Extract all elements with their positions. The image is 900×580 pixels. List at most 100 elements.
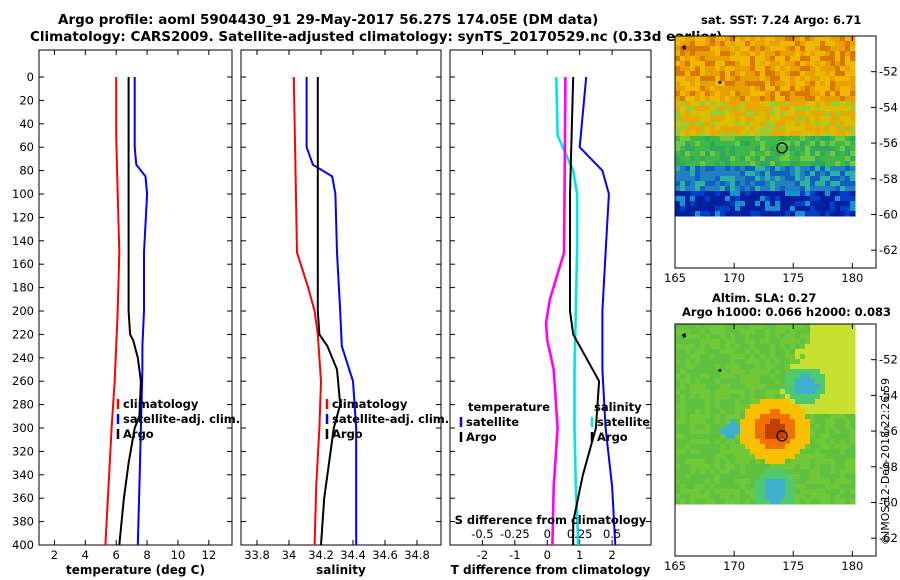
depth-tick-label: 180	[12, 281, 34, 295]
temperature-xtick-label: 12	[202, 548, 217, 562]
salinity-series-climatology	[292, 76, 322, 546]
sla-map	[675, 324, 856, 505]
depth-tick-label: 360	[12, 491, 34, 505]
legend-label: Argo	[597, 430, 628, 444]
legend-label: satellite-adj. clim.	[332, 412, 449, 426]
map-lon-label: 165	[664, 559, 686, 573]
title-line-2: Climatology: CARS2009. Satellite-adjuste…	[30, 29, 723, 45]
island-marker	[718, 368, 722, 372]
map-lat-label: -60	[879, 495, 898, 509]
land-patch	[682, 44, 687, 50]
depth-tick-label: 80	[19, 164, 34, 178]
differences-series-temperature-argo	[569, 76, 601, 545]
legend-label: salinity	[594, 400, 642, 414]
temperature-xtick-label: 10	[171, 548, 186, 562]
legend-label: satellite-adj. clim.	[123, 412, 240, 426]
differences-xtick-label: -2	[477, 548, 488, 562]
temperature-series-argo	[118, 77, 142, 546]
depth-tick-label: 260	[12, 374, 34, 388]
differences-panel-frame	[449, 49, 652, 546]
differences-xtick-label: 2	[608, 548, 615, 562]
salinity-xtick-label: 33.8	[244, 548, 270, 562]
map-lat-label: -56	[879, 136, 898, 150]
map-lat-label: -54	[879, 388, 898, 402]
s-diff-tick-label: 0.25	[567, 527, 593, 541]
s-diff-tick-label: 0.5	[603, 527, 621, 541]
depth-tick-label: 20	[19, 93, 34, 107]
sla-map-frame	[674, 323, 877, 557]
salinity-series-satellite-adj-clim-	[305, 77, 358, 545]
argo-position-marker	[776, 430, 788, 442]
salinity-xtick-label: 34	[282, 548, 297, 562]
imos-credit: ©IMOS 12-Dec-2018 22:26:59	[879, 378, 892, 545]
depth-tick-label: 280	[12, 398, 34, 412]
depth-tick-label: 140	[12, 234, 34, 248]
salinity-series-argo	[316, 77, 342, 546]
s-diff-axis-label: S difference from climatology	[455, 513, 647, 527]
depth-tick-label: 0	[27, 70, 34, 84]
map-lat-label: -58	[879, 172, 898, 186]
legend-label: Argo	[123, 427, 154, 441]
map-lon-label: 175	[782, 559, 804, 573]
map-lon-label: 180	[841, 559, 863, 573]
s-diff-tick-label: -0.5	[471, 527, 493, 541]
s-diff-tick-label: 0	[544, 527, 551, 541]
temperature-panel-frame	[38, 49, 233, 546]
map-lon-label: 180	[841, 271, 863, 285]
map-lat-label: -58	[879, 460, 898, 474]
depth-tick-label: 320	[12, 444, 34, 458]
temperature-xlabel: temperature (deg C)	[66, 563, 205, 577]
map-lat-label: -60	[879, 207, 898, 221]
map-lon-label: 175	[782, 271, 804, 285]
sst-map	[675, 36, 856, 217]
legend-label: climatology	[332, 397, 408, 411]
depth-tick-label: 100	[12, 187, 34, 201]
depth-tick-label: 200	[12, 304, 34, 318]
depth-tick-label: 380	[12, 515, 34, 529]
sst-map-frame	[674, 35, 877, 269]
temperature-xtick-label: 6	[113, 548, 120, 562]
depth-tick-label: 220	[12, 327, 34, 341]
map-lon-label: 165	[664, 271, 686, 285]
differences-series-salinity-argo	[544, 76, 567, 546]
salinity-xlabel: salinity	[316, 563, 366, 577]
map-lon-label: 170	[723, 559, 745, 573]
differences-series-temperature-satellite	[578, 76, 617, 546]
legend-label: temperature	[468, 400, 550, 414]
map-lat-label: -62	[879, 243, 898, 257]
temperature-series-climatology	[104, 77, 121, 546]
temperature-xtick-label: 4	[82, 548, 89, 562]
temperature-series-satellite-adj-clim-	[133, 77, 149, 546]
map-lon-label: 170	[723, 271, 745, 285]
depth-tick-label: 400	[12, 538, 34, 552]
legend-label: Argo	[466, 430, 497, 444]
map-lat-label: -54	[879, 100, 898, 114]
s-diff-tick-label: -0.25	[500, 527, 530, 541]
depth-tick-label: 160	[12, 257, 34, 271]
land-patch	[682, 332, 687, 338]
sla-map-title: Altim. SLA: 0.27	[712, 291, 817, 305]
depth-tick-label: 60	[19, 140, 34, 154]
depth-tick-label: 300	[12, 421, 34, 435]
map-lat-label: -62	[879, 531, 898, 545]
salinity-xtick-label: 34.2	[308, 548, 334, 562]
salinity-xtick-label: 34.8	[404, 548, 430, 562]
salinity-panel-frame	[240, 49, 442, 546]
temperature-xtick-label: 8	[143, 548, 150, 562]
title-line-1: Argo profile: aoml 5904430_91 29-May-201…	[58, 12, 599, 28]
depth-tick-label: 120	[12, 210, 34, 224]
map-lat-label: -56	[879, 424, 898, 438]
sst-map-title: sat. SST: 7.24 Argo: 6.71	[701, 13, 862, 27]
legend-label: satellite	[466, 415, 519, 429]
map-lat-label: -52	[879, 353, 898, 367]
map-lat-label: -52	[879, 65, 898, 79]
differences-xtick-label: -1	[509, 548, 520, 562]
differences-xtick-label: 1	[576, 548, 583, 562]
island-marker	[718, 80, 722, 84]
temperature-xtick-label: 2	[51, 548, 58, 562]
salinity-xtick-label: 34.4	[340, 548, 366, 562]
depth-tick-label: 340	[12, 468, 34, 482]
differences-xlabel: T difference from climatology	[451, 563, 651, 577]
sla-map-subtitle: Argo h1000: 0.066 h2000: 0.083	[682, 305, 892, 319]
